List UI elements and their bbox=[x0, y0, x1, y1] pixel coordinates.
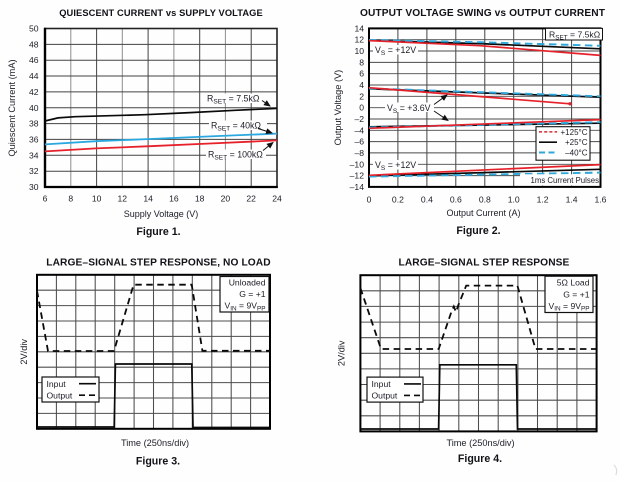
svg-text:–10: –10 bbox=[350, 159, 365, 169]
svg-text:8: 8 bbox=[359, 57, 364, 67]
svg-text:1.2: 1.2 bbox=[537, 195, 549, 205]
svg-text:–14: –14 bbox=[350, 182, 365, 192]
svg-text:–6: –6 bbox=[354, 137, 364, 147]
svg-text:+25°C: +25°C bbox=[565, 138, 588, 147]
svg-text:5Ω Load: 5Ω Load bbox=[557, 278, 590, 288]
svg-text:Figure 1.: Figure 1. bbox=[136, 226, 180, 238]
svg-text:Output: Output bbox=[47, 390, 73, 400]
svg-text:0: 0 bbox=[359, 103, 364, 113]
svg-text:Figure 4.: Figure 4. bbox=[458, 453, 502, 465]
svg-text:Figure 3.: Figure 3. bbox=[136, 456, 180, 468]
svg-text:0: 0 bbox=[367, 195, 372, 205]
svg-text:LARGE–SIGNAL STEP RESPONSE: LARGE–SIGNAL STEP RESPONSE bbox=[399, 258, 570, 269]
svg-text:44: 44 bbox=[29, 71, 39, 81]
svg-text:0.2: 0.2 bbox=[392, 195, 404, 205]
svg-text:Supply Voltage (V): Supply Voltage (V) bbox=[124, 209, 199, 219]
svg-text:Output Voltage (V): Output Voltage (V) bbox=[333, 70, 343, 146]
svg-text:34: 34 bbox=[29, 150, 39, 160]
svg-text:Output: Output bbox=[372, 391, 398, 401]
svg-text:–8: –8 bbox=[354, 148, 364, 158]
svg-text:8: 8 bbox=[68, 194, 73, 204]
svg-text:Quiescent Current (mA): Quiescent Current (mA) bbox=[7, 59, 17, 156]
svg-text:–2: –2 bbox=[354, 114, 364, 124]
svg-text:0.6: 0.6 bbox=[450, 195, 462, 205]
svg-text:50: 50 bbox=[29, 24, 39, 34]
svg-text:2V/div: 2V/div bbox=[19, 339, 29, 365]
svg-text:OUTPUT VOLTAGE SWING vs OUTPUT: OUTPUT VOLTAGE SWING vs OUTPUT CURRENT bbox=[360, 8, 606, 19]
svg-text:QUIESCENT CURRENT vs SUPPLY VO: QUIESCENT CURRENT vs SUPPLY VOLTAGE bbox=[59, 8, 263, 18]
svg-text:+125°C: +125°C bbox=[561, 128, 588, 137]
svg-text:32: 32 bbox=[29, 166, 39, 176]
svg-text:G = +1: G = +1 bbox=[239, 289, 265, 299]
svg-text:24: 24 bbox=[272, 194, 282, 204]
svg-text:–40°C: –40°C bbox=[565, 149, 588, 158]
svg-text:1.4: 1.4 bbox=[566, 195, 578, 205]
svg-text:RSET = 7.5kΩ: RSET = 7.5kΩ bbox=[549, 30, 601, 42]
svg-text:VIN = 9VPP: VIN = 9VPP bbox=[225, 301, 266, 313]
svg-text:Unloaded: Unloaded bbox=[229, 278, 266, 288]
svg-text:10: 10 bbox=[92, 194, 102, 204]
svg-text:Input: Input bbox=[47, 379, 67, 389]
svg-text:1.0: 1.0 bbox=[508, 195, 520, 205]
svg-text:30: 30 bbox=[29, 182, 39, 192]
svg-text:36: 36 bbox=[29, 134, 39, 144]
svg-text:–12: –12 bbox=[350, 171, 365, 181]
svg-text:G = +1: G = +1 bbox=[563, 289, 589, 299]
svg-text:12: 12 bbox=[118, 194, 128, 204]
svg-text:0.4: 0.4 bbox=[421, 195, 433, 205]
svg-text:14: 14 bbox=[354, 23, 364, 33]
svg-text:Output Current (A): Output Current (A) bbox=[446, 208, 520, 218]
svg-text:12: 12 bbox=[354, 35, 364, 45]
svg-text:VIN = 9VPP: VIN = 9VPP bbox=[549, 301, 590, 313]
svg-text:Time (250ns/div): Time (250ns/div) bbox=[446, 438, 514, 448]
svg-text:46: 46 bbox=[29, 55, 39, 65]
svg-text:VS = +12V: VS = +12V bbox=[375, 160, 416, 172]
svg-text:48: 48 bbox=[29, 39, 39, 49]
svg-text:LARGE–SIGNAL STEP RESPONSE, NO: LARGE–SIGNAL STEP RESPONSE, NO LOAD bbox=[46, 258, 270, 269]
svg-text:VS = +3.6V: VS = +3.6V bbox=[387, 103, 431, 115]
svg-text:22: 22 bbox=[246, 194, 256, 204]
svg-text:1ms Current Pulses: 1ms Current Pulses bbox=[531, 176, 600, 185]
svg-text:14: 14 bbox=[143, 194, 153, 204]
svg-text:40: 40 bbox=[29, 103, 39, 113]
svg-text:2V/div: 2V/div bbox=[337, 340, 347, 366]
svg-text:20: 20 bbox=[221, 194, 231, 204]
svg-text:1.6: 1.6 bbox=[595, 195, 607, 205]
svg-text:–4: –4 bbox=[354, 125, 364, 135]
svg-text:38: 38 bbox=[29, 119, 39, 129]
svg-text:16: 16 bbox=[169, 194, 179, 204]
svg-text:42: 42 bbox=[29, 87, 39, 97]
svg-text:0.8: 0.8 bbox=[479, 195, 491, 205]
svg-text:2: 2 bbox=[359, 91, 364, 101]
svg-text:6: 6 bbox=[359, 69, 364, 79]
svg-text:Input: Input bbox=[372, 379, 392, 389]
svg-text:10: 10 bbox=[354, 46, 364, 56]
svg-text:6: 6 bbox=[43, 194, 48, 204]
svg-text:Figure 2.: Figure 2. bbox=[456, 225, 500, 237]
svg-text:18: 18 bbox=[195, 194, 205, 204]
svg-text:Time (250ns/div): Time (250ns/div) bbox=[121, 438, 189, 448]
svg-text:4: 4 bbox=[359, 80, 364, 90]
svg-text:VS = +12V: VS = +12V bbox=[375, 45, 416, 57]
